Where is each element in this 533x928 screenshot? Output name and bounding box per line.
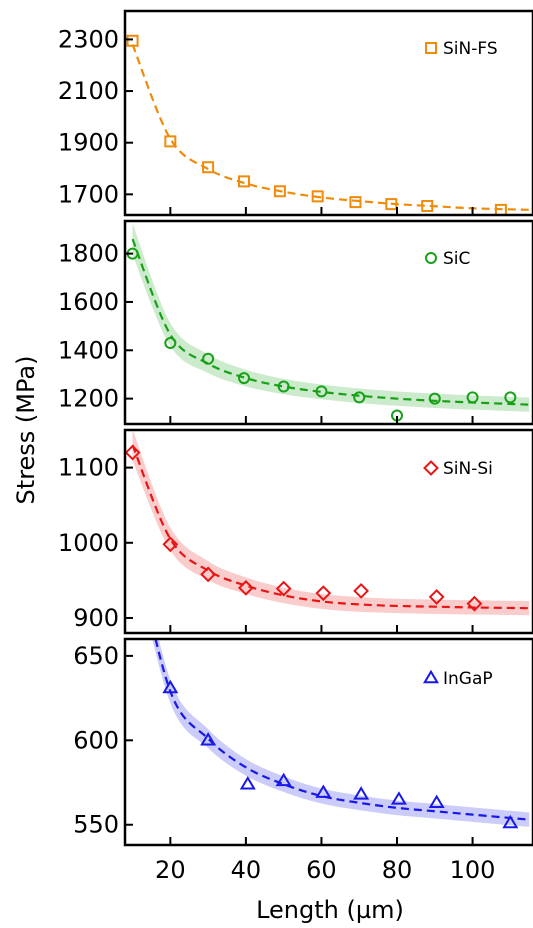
- data-point: [311, 190, 324, 203]
- legend-marker: [422, 669, 440, 684]
- legend-label: SiN-Si: [443, 459, 493, 479]
- data-point: [466, 595, 483, 612]
- panel-1: 1200 1400 1600 1800 SiC: [58, 219, 533, 426]
- data-point: [466, 391, 479, 404]
- legend-marker: [425, 42, 437, 54]
- data-point: [202, 352, 215, 365]
- fit-confidence-band: [132, 430, 530, 616]
- data-point: [273, 185, 286, 198]
- y-tick-label: 1100: [58, 454, 119, 482]
- data-point: [315, 784, 332, 798]
- data-point: [353, 582, 370, 599]
- panel-frame: [123, 637, 533, 847]
- y-tick-label: 1000: [58, 529, 119, 557]
- fit-curve: [154, 639, 530, 821]
- panel-0: 1700 1900 2100 2300 SiN-FS: [58, 9, 533, 217]
- legend-marker: [423, 460, 439, 476]
- data-point: [315, 385, 328, 398]
- x-axis-title: Length (µm): [256, 896, 404, 924]
- data-point: [277, 380, 290, 393]
- legend: SiN-Si: [423, 459, 493, 479]
- legend-label: InGaP: [443, 669, 493, 689]
- data-point: [200, 732, 217, 746]
- plot-area: [126, 34, 530, 215]
- panel-frame: [123, 219, 533, 426]
- data-point: [200, 566, 217, 583]
- y-tick-label: 900: [73, 604, 119, 632]
- data-point: [237, 579, 254, 596]
- panel-frame: [123, 428, 533, 635]
- panel-frame: [123, 9, 533, 217]
- legend-label: SiN-FS: [443, 39, 498, 59]
- data-point: [125, 444, 141, 461]
- data-point: [164, 337, 177, 350]
- x-tick-label: 20: [155, 856, 186, 884]
- y-tick-label: 600: [73, 726, 119, 754]
- legend-marker: [425, 252, 437, 264]
- data-point: [315, 585, 332, 602]
- data-point: [162, 679, 179, 694]
- y-tick-label: 1800: [58, 240, 119, 268]
- plot-area: [125, 430, 530, 616]
- fit-curve: [131, 44, 530, 211]
- data-point: [238, 175, 250, 188]
- data-point: [164, 135, 177, 148]
- data-point: [202, 161, 215, 174]
- chart-panels: 1700 1900 2100 2300 SiN-FS 1200 1400 1600 1800 Si…: [58, 9, 533, 847]
- y-tick-label: 550: [73, 811, 119, 839]
- legend-label: SiC: [443, 249, 470, 269]
- data-point: [349, 196, 362, 209]
- data-point: [421, 199, 434, 212]
- data-point: [238, 372, 250, 385]
- data-point: [162, 536, 179, 553]
- x-tick-label: 80: [382, 856, 413, 884]
- legend: SiC: [425, 249, 470, 269]
- y-tick-label: 2100: [58, 77, 119, 105]
- panel-2: 900 1000 1100 SiN-Si: [58, 428, 533, 635]
- data-point: [275, 580, 292, 597]
- x-tick-label: 40: [231, 856, 262, 884]
- x-tick-label: 100: [450, 856, 496, 884]
- y-tick-label: 650: [73, 642, 119, 670]
- plot-area: [152, 639, 530, 829]
- x-tick-labels: 20 40 60 80 100: [155, 856, 495, 884]
- data-point: [126, 34, 139, 47]
- y-axis-title: Stress (MPa): [12, 356, 40, 505]
- data-point: [428, 392, 441, 405]
- data-point: [504, 391, 517, 404]
- legend: InGaP: [422, 669, 493, 689]
- y-tick-label: 1700: [58, 180, 119, 208]
- data-point: [239, 776, 256, 790]
- y-tick-label: 1400: [58, 336, 119, 364]
- data-point: [428, 794, 445, 809]
- y-tick-label: 1600: [58, 288, 119, 316]
- y-tick-label: 2300: [58, 25, 119, 53]
- fit-curve: [131, 238, 530, 406]
- x-tick-label: 60: [306, 856, 337, 884]
- fit-curve: [131, 444, 530, 610]
- y-tick-label: 1200: [58, 385, 119, 413]
- panel-3: 550 600 650 InGaP: [73, 637, 533, 847]
- legend: SiN-FS: [425, 39, 498, 59]
- data-point: [502, 814, 519, 829]
- data-point: [275, 772, 292, 787]
- y-tick-label: 1900: [58, 129, 119, 157]
- data-point: [353, 391, 366, 404]
- data-point: [353, 786, 370, 800]
- data-point: [428, 588, 445, 605]
- data-point: [390, 791, 407, 805]
